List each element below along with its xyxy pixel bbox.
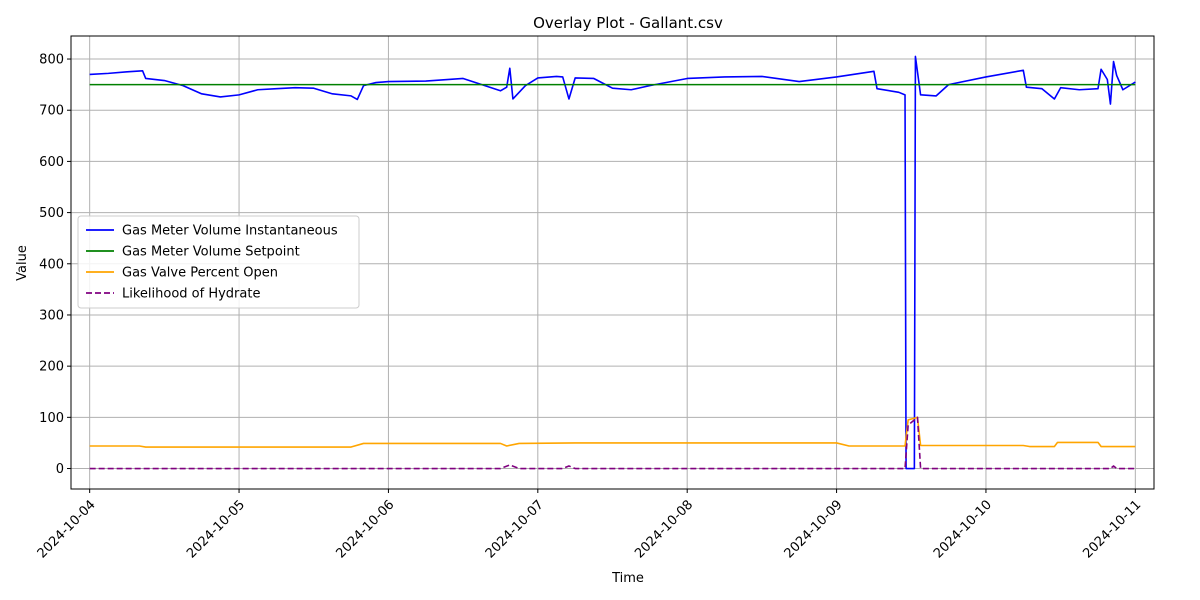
legend: Gas Meter Volume Instantaneous Gas Meter … xyxy=(77,215,360,309)
y-tick-label: 700 xyxy=(39,104,64,119)
legend-label: Likelihood of Hydrate xyxy=(122,287,260,302)
series-line-4 xyxy=(89,416,1136,470)
y-tick-label: 400 xyxy=(39,257,64,272)
plot-frame xyxy=(70,35,1155,490)
y-tick-label: 0 xyxy=(56,462,64,477)
legend-label: Gas Meter Volume Setpoint xyxy=(122,245,300,260)
grid-lines xyxy=(71,36,1154,489)
y-tick-label: 200 xyxy=(39,360,64,375)
y-tick-label: 100 xyxy=(39,411,64,426)
series-layer xyxy=(89,55,1136,470)
y-tick-label: 800 xyxy=(39,53,64,68)
legend-box xyxy=(77,215,360,309)
series-line-1 xyxy=(89,55,1136,470)
y-tick-label: 500 xyxy=(39,206,64,221)
y-tick-label: 600 xyxy=(39,155,64,170)
y-axis: 0 100 200 300 400 500 600 700 800 xyxy=(39,53,71,477)
y-axis-title: Value xyxy=(15,245,30,281)
x-axis-title: Time xyxy=(611,571,644,586)
legend-label: Gas Meter Volume Instantaneous xyxy=(122,224,338,239)
y-tick-label: 300 xyxy=(39,308,64,323)
chart-title: Overlay Plot - Gallant.csv xyxy=(533,14,723,32)
series-line-3 xyxy=(89,416,1136,448)
legend-label: Gas Valve Percent Open xyxy=(122,266,278,281)
